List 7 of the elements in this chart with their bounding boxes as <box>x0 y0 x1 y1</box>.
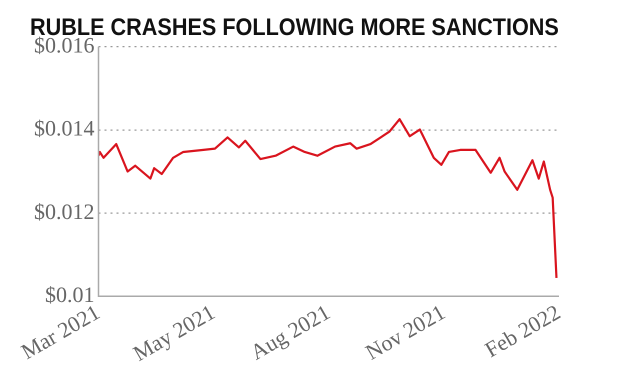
x-tick-label: May 2021 <box>128 299 220 366</box>
x-tick-label: Nov 2021 <box>361 299 450 365</box>
y-tick-label: $0.01 <box>45 282 94 308</box>
y-tick-label: $0.012 <box>34 198 94 224</box>
x-tick-label: Aug 2021 <box>246 299 334 365</box>
x-tick-label: Feb 2022 <box>480 299 564 362</box>
y-tick-label: $0.014 <box>34 116 94 141</box>
